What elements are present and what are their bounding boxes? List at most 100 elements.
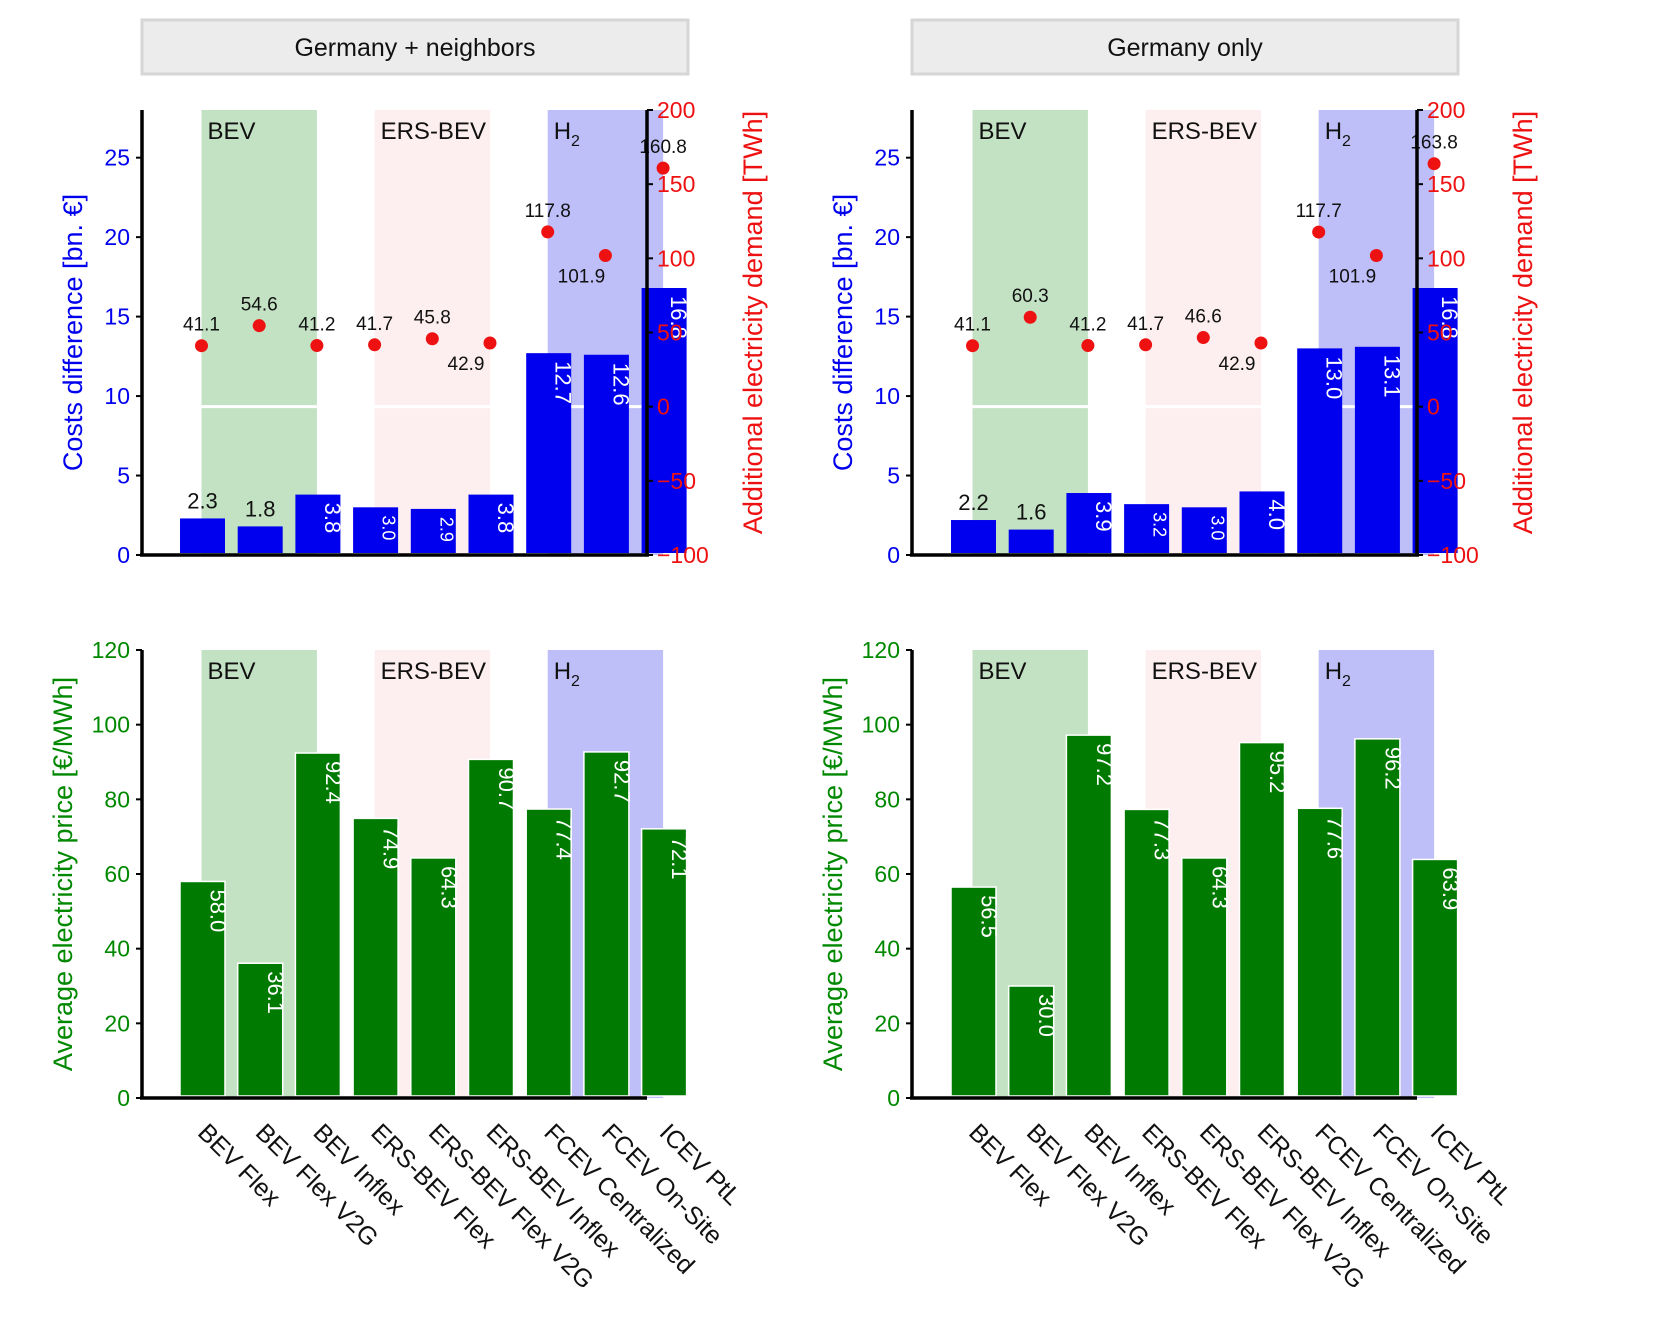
price-value-label: 30.0 [1034,994,1059,1037]
cost-bar [468,494,514,553]
group-label-h2: H2 [1325,118,1351,150]
cost-bar [1124,504,1170,553]
demand-value-label: 101.9 [1329,267,1377,288]
cost-bar [526,353,572,553]
cost-bar [353,507,399,553]
price-value-label: 63.9 [1438,867,1463,910]
right-axis-title: Additional electricity demand [TWh] [1508,111,1538,534]
demand-marker [1312,225,1326,239]
demand-marker [656,161,670,175]
price-value-label: 96.2 [1380,747,1405,790]
price-value-label: 56.5 [977,895,1002,938]
right-tick-label: −50 [657,468,696,494]
left-tick-label: 40 [874,936,900,962]
cost-value-label: 13.1 [1379,355,1404,398]
demand-marker [1369,249,1383,263]
right-tick-label: 0 [1427,394,1440,420]
demand-value-label: 41.2 [1069,315,1106,336]
cost-value-label: 1.8 [245,496,276,521]
cost-value-label: 12.7 [551,361,576,404]
demand-marker [195,339,208,353]
left-tick-label: 25 [874,145,900,171]
panel-title-germany-neighbors: Germany + neighbors [140,18,690,76]
cost-bar [951,520,996,553]
price-bar [1411,858,1459,1097]
panel-title-text: Germany + neighbors [294,34,535,62]
price-bar [1296,807,1343,1097]
demand-value-label: 42.9 [448,354,485,375]
left-tick-label: 20 [874,1010,900,1036]
left-tick-label: 20 [104,1010,130,1036]
right-tick-label: 100 [657,245,695,271]
left-axis-title: Costs difference [bn. €] [58,194,88,471]
price-bar [640,828,688,1097]
price-value-label: 36.1 [263,971,288,1014]
left-tick-label: 120 [92,637,130,663]
cost-value-label: 12.6 [608,363,633,406]
price-bar [236,962,284,1097]
cost-value-label: 3.8 [493,503,518,534]
cost-value-label: 16.8 [1437,296,1462,339]
price-bar [1354,738,1401,1097]
price-value-label: 64.3 [1207,866,1232,909]
left-tick-label: 25 [104,145,130,171]
cost-value-label: 4.0 [1264,499,1289,530]
group-label-bev: BEV [208,658,256,685]
cost-bar [410,508,456,553]
left-tick-label: 5 [887,463,900,489]
group-label-ers: ERS-BEV [1152,658,1257,685]
cost-value-label: 3.0 [379,515,399,540]
right-tick-label: −100 [657,542,709,568]
panel-title-box [910,18,1460,76]
left-tick-label: 20 [104,224,130,250]
price-bar [352,817,399,1097]
left-tick-label: 0 [887,542,900,568]
price-value-label: 90.7 [494,767,519,810]
left-axis-title: Average electricity price [€/MWh] [48,677,78,1071]
demand-value-label: 101.9 [558,267,606,288]
price-chart-1: BEV ERS-BEV H2 58.0 36.1 92.4 74.9 64.3 90.7 77.4… [48,637,746,1294]
right-axis-title: Additional electricity demand [TWh] [738,111,768,534]
group-label-bev: BEV [208,118,256,145]
left-tick-label: 120 [862,637,900,663]
demand-value-label: 41.1 [183,315,220,336]
price-value-label: 72.1 [667,837,692,880]
cost-value-label: 3.9 [1091,501,1116,532]
cost-bar [1354,346,1400,553]
panel-title-text: Germany only [1107,34,1263,62]
price-value-label: 74.9 [379,826,404,869]
price-bar [1065,734,1113,1097]
panel-title-germany-only: Germany only [910,18,1460,76]
demand-value-label: 160.8 [639,137,687,158]
demand-value-label: 41.1 [954,315,991,336]
cost-value-label: 1.6 [1016,500,1047,525]
cost-bar [237,526,283,553]
group-label-bev: BEV [979,658,1027,685]
group-label-h2-main: H [554,118,571,145]
right-tick-label: 50 [657,320,683,346]
group-label-h2-sub: 2 [1342,133,1351,150]
band-bev [201,110,317,555]
group-label-bev: BEV [979,118,1027,145]
group-label-h2: H2 [554,118,580,150]
demand-marker [1196,331,1210,345]
price-bar [583,751,630,1097]
price-value-label: 92.7 [609,760,634,803]
cost-value-label: 3.2 [1150,512,1170,537]
cost-value-label: 2.9 [436,517,456,542]
price-value-label: 58.0 [206,889,231,932]
left-axis-title: Average electricity price [€/MWh] [818,677,848,1071]
demand-marker [1081,339,1095,353]
cost-value-label: 3.0 [1207,515,1227,540]
right-tick-label: −100 [1427,542,1479,568]
demand-marker [483,336,497,350]
left-tick-label: 0 [117,542,130,568]
group-label-h2-main: H [1325,118,1342,145]
cost-bar [1181,507,1227,553]
cost-value-label: 16.8 [666,296,691,339]
demand-value-label: 163.8 [1410,133,1458,154]
price-bar [467,758,515,1097]
cost-demand-chart-1: BEV ERS-BEV H2 2.3 1.8 3.8 3.0 2.9 3.8 12.7 12.6 16… [58,97,768,568]
demand-marker [1139,338,1153,352]
